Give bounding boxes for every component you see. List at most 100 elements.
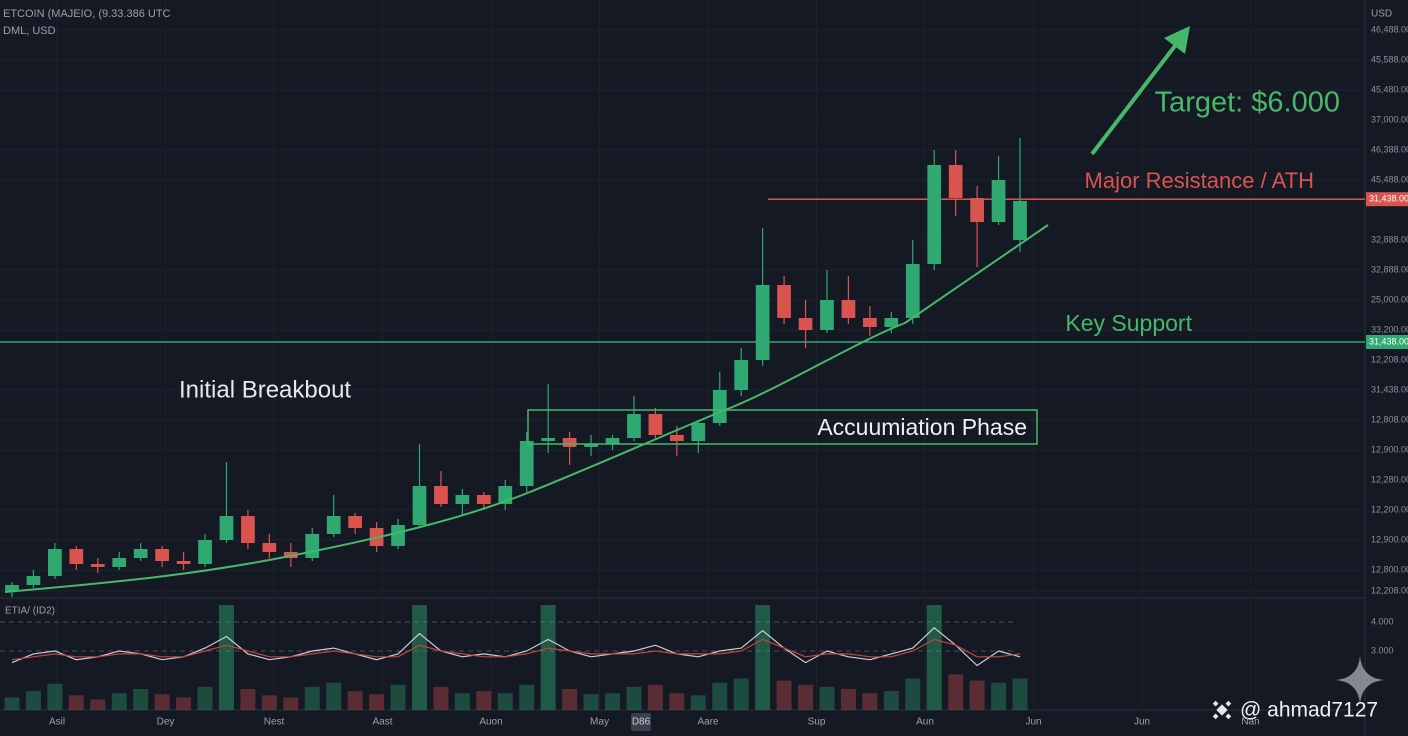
cursor-label: D86 [632,717,651,728]
volume-bar [240,689,256,710]
volume-bar [476,691,492,710]
volume-bar [969,680,985,710]
indicator-line [11,638,1021,661]
support-price: 31,438.00 [1369,336,1408,346]
y-tick-label: 31,438.00 [1371,384,1408,394]
volume-bar [25,691,41,710]
grid [0,29,1365,652]
candle-body [219,516,234,540]
indicator-tick-label: 4.000 [1371,616,1394,626]
target-arrow [1090,40,1180,156]
candle-body [434,486,448,504]
volume-bar [669,693,685,710]
volume-bar [948,674,964,710]
symbol-header: ETCOIN (MAJEIO, (9.33.386 UTC [3,8,171,20]
x-tick-label: Sup [808,717,826,728]
volume-bar [840,689,856,710]
candle-body [198,540,212,564]
x-tick-label: Aare [697,717,719,728]
y-tick-label: 32,888.00 [1371,234,1408,244]
y-tick-label: 12,208.00 [1371,354,1408,364]
candle-body [884,318,899,327]
volume-bar [261,695,277,710]
candle-body [133,549,148,558]
volume-bar [798,684,814,710]
candle-body [648,414,663,435]
volume-bar [411,605,427,710]
candle-body [112,558,127,567]
volume-bar [154,694,170,710]
candle-body [927,165,942,264]
candle-body [412,486,427,525]
x-tick-label: Auon [479,717,502,728]
volume-bar [519,684,535,710]
y-tick-label: 12,900.00 [1371,444,1408,454]
candle-body [476,495,491,504]
candle-body [48,549,62,576]
breakout-label: Initial Breakbout [179,376,351,403]
candle-body [605,438,620,444]
target-arrow-head [1164,26,1190,54]
y-tick-label: 12,200.00 [1371,504,1408,514]
trend-line [4,224,1049,593]
y-tick-label: 12,808.00 [1371,414,1408,424]
accumulation-box [527,409,1038,445]
volume-bar [283,697,299,710]
x-tick-label: Asil [49,717,65,728]
volume-bar [862,693,878,710]
candle-body [348,516,363,528]
volume-bar [4,697,20,710]
candle-body [155,549,169,561]
volume-bar [647,684,663,710]
volume-bar [111,693,127,710]
volume-bar [68,695,84,710]
indicator-title: ETIA/ (ID2) [5,606,55,617]
accumulation-label: Accuumiation Phase [817,414,1027,440]
volume-bar [390,684,406,710]
support-badge [1366,335,1408,349]
y-tick-label: 45,480.00 [1371,84,1408,94]
candle-body [755,285,770,360]
volume-bar [712,682,728,710]
volume-bar [176,697,192,710]
y-tick-label: 12,280.00 [1371,474,1408,484]
x-tick-label: Nan [1241,717,1259,728]
x-tick-label: Dey [157,717,175,728]
sparkle-icon [1336,656,1384,704]
candle-body [712,390,727,423]
volume-bar [197,686,213,710]
candle-body [691,423,706,441]
volume-bar [733,678,749,710]
candle-body [69,549,84,564]
resistance-price: 31,438.00 [1369,194,1408,204]
y-tick-label: 12,208.00 [1371,585,1408,595]
volume-bar [433,686,449,710]
candle-body [541,438,556,441]
volume-bar [1012,678,1028,710]
candle-body [905,264,920,318]
candle-body [391,525,405,546]
x-tick-label: Jun [1025,717,1041,728]
currency-label: USD [1371,9,1392,20]
volume-bar [905,678,921,710]
resistance-badge [1366,192,1408,207]
volume-bar [347,691,363,710]
candle-body [734,360,749,390]
volume-bar [562,689,578,710]
volume-bar [326,682,342,710]
volume-bar [218,605,234,710]
volume-bar [755,605,771,710]
y-tick-label: 37,000.00 [1371,114,1408,124]
cursor-badge [631,713,651,731]
candle-body [991,180,1006,222]
support-label: Key Support [1065,310,1192,336]
volume-bar [583,694,599,710]
candle-body [455,495,470,504]
y-tick-label: 46,388.00 [1371,144,1408,154]
candle-body [948,165,963,198]
target-label: Target: $6.000 [1155,87,1340,119]
candle-body [326,516,341,534]
